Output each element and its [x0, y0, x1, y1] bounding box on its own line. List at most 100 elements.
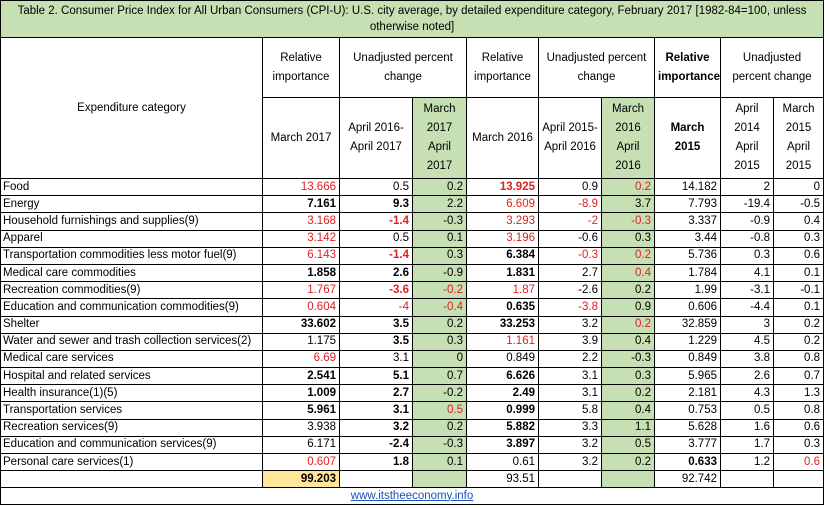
category-cell: Hospital and related services [0, 367, 263, 386]
table-row: Hospital and related services 2.541 5.1 0.7… [0, 367, 825, 386]
value-cell: 4.3 [720, 384, 774, 403]
table-row: Medical care services 6.69 3.1 0 0.849 2.2 -0.… [0, 349, 825, 369]
value-cell: 0.2 [412, 315, 467, 334]
value-cell: 3.337 [654, 212, 721, 231]
value-cell: 0.3 [601, 367, 655, 386]
value-cell: -3.8 [538, 298, 602, 317]
table-row: Water and sewer and trash collection ser… [0, 332, 825, 351]
value-cell: 13.666 [262, 177, 340, 197]
value-cell: 0.2 [601, 384, 655, 403]
table-row: Transportation services 5.961 3.1 0.5 0.999 5… [0, 401, 825, 420]
value-cell: -8.9 [538, 195, 602, 214]
value-cell: 7.161 [262, 195, 340, 214]
value-cell: 1.161 [466, 332, 539, 351]
value-cell: 13.925 [466, 177, 539, 197]
value-cell: 0.3 [412, 246, 467, 265]
value-cell: 1.858 [262, 263, 340, 283]
value-cell: 6.143 [262, 246, 340, 265]
value-cell: 0.8 [772, 349, 825, 369]
value-cell: 3.5 [339, 332, 413, 351]
relative-importance-header-2016: Relative importance [466, 37, 539, 98]
value-cell: -0.3 [412, 435, 467, 455]
value-cell: 3.196 [466, 229, 539, 248]
category-cell: Education and communication services(9) [0, 435, 263, 455]
category-cell: Apparel [0, 229, 263, 248]
category-cell: Energy [0, 195, 263, 214]
value-cell: 0.3 [772, 229, 825, 248]
table-row: Food 13.666 0.5 0.2 13.925 0.9 0.2 14.182 2 0 [0, 177, 825, 197]
value-cell: 5.736 [654, 246, 721, 265]
value-cell: 5.965 [654, 367, 721, 386]
category-cell: Household furnishings and supplies(9) [0, 212, 263, 231]
value-cell: 1.2 [720, 452, 774, 472]
category-cell: Transportation services [0, 401, 263, 420]
value-cell: 7.793 [654, 195, 721, 214]
value-cell: 5.961 [262, 401, 340, 420]
table-row: Education and communication commodities(… [0, 298, 825, 317]
value-cell: 2 [720, 177, 774, 197]
table-row: Energy 7.161 9.3 2.2 6.609 -8.9 3.7 7.793 -19.4-… [0, 195, 825, 214]
value-cell: 0.4 [601, 332, 655, 351]
value-cell: -0.1 [772, 281, 825, 300]
value-cell: -3.6 [339, 281, 413, 300]
value-cell: 0.606 [654, 298, 721, 317]
value-cell: 0.2 [412, 418, 467, 437]
value-cell: 4.1 [720, 263, 774, 283]
value-cell: 5.8 [538, 401, 602, 420]
category-cell: Food [0, 177, 263, 197]
table-row: Personal care services(1) 0.607 1.8 0.1 0.61… [0, 452, 825, 472]
value-cell: -0.3 [412, 212, 467, 231]
value-cell: 0.9 [601, 298, 655, 317]
value-cell: 2.541 [262, 367, 340, 386]
value-cell: 3.8 [720, 349, 774, 369]
value-cell: 6.626 [466, 367, 539, 386]
value-cell: 0.5 [412, 401, 467, 420]
value-cell: 2.181 [654, 384, 721, 403]
category-cell: Water and sewer and trash collection ser… [0, 332, 263, 351]
table-row: Recreation services(9) 3.938 3.2 0.2 5.882 3.… [0, 418, 825, 437]
value-cell: 0.1 [772, 263, 825, 283]
value-cell: 5.1 [339, 367, 413, 386]
value-cell: 0.2 [601, 315, 655, 334]
value-cell: 0.849 [466, 349, 539, 369]
value-cell: -0.3 [601, 349, 655, 369]
value-cell: 1.8 [339, 452, 413, 472]
total-value-cell [720, 470, 774, 489]
value-cell: 3.2 [339, 418, 413, 437]
table-row: Household furnishings and supplies(9) 3.1… [0, 212, 825, 231]
table-row: Education and communication services(9) 6… [0, 435, 825, 455]
value-cell: 4.5 [720, 332, 774, 351]
total-value-cell [412, 470, 467, 489]
category-cell: Recreation commodities(9) [0, 281, 263, 300]
table-row: Recreation commodities(9) 1.767 -3.6 -0.2 1.… [0, 281, 825, 300]
value-cell: -2 [538, 212, 602, 231]
category-cell: Transportation commodities less motor fu… [0, 246, 263, 265]
value-cell: 9.3 [339, 195, 413, 214]
source-link[interactable]: www.itstheeconomy.info [0, 487, 825, 506]
category-cell: Recreation services(9) [0, 418, 263, 437]
value-cell: 0.5 [339, 229, 413, 248]
value-cell: 0.1 [772, 298, 825, 317]
value-cell: 2.7 [538, 263, 602, 283]
value-cell: 1.3 [772, 384, 825, 403]
value-cell: -1.4 [339, 212, 413, 231]
subheader-6: March 2015 [654, 97, 721, 179]
total-value-cell: 99.203 [262, 470, 340, 489]
percent-change-header-2015: Unadjusted percent change [719, 37, 825, 98]
value-cell: 3.7 [601, 195, 655, 214]
value-cell: 1.6 [720, 418, 774, 437]
value-cell: 0.2 [601, 281, 655, 300]
totals-label-cell [0, 470, 263, 489]
value-cell: 0.4 [601, 401, 655, 420]
value-cell: 6.609 [466, 195, 539, 214]
footer-row: www.itstheeconomy.info [0, 487, 825, 506]
value-cell: -0.9 [720, 212, 774, 231]
table-row: Medical care commodities 1.858 2.6 -0.9 1.83… [0, 263, 825, 283]
table-row: Health insurance(1)(5) 1.009 2.7 -0.2 2.49 3.… [0, 384, 825, 403]
value-cell: -0.4 [412, 298, 467, 317]
value-cell: 0.1 [412, 452, 467, 472]
value-cell: 0.7 [772, 367, 825, 386]
total-value-cell: 92.742 [654, 470, 721, 489]
value-cell: 5.628 [654, 418, 721, 437]
